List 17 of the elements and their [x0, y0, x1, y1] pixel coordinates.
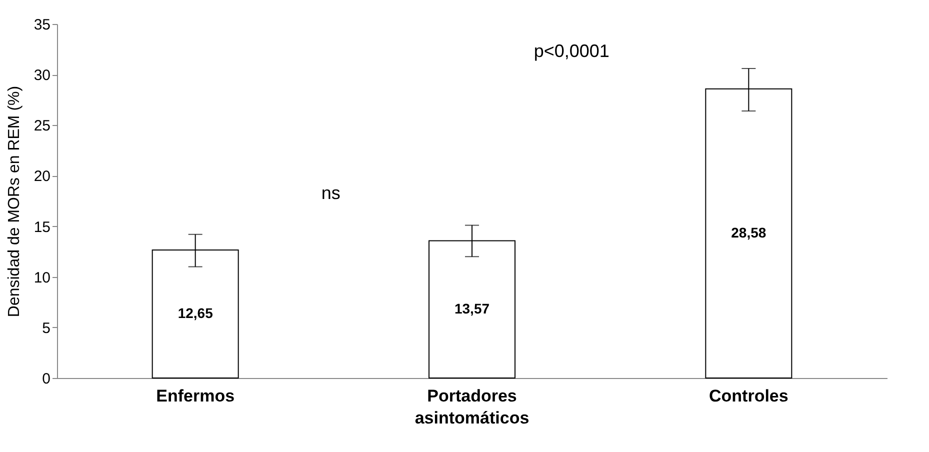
data-label: 28,58 [731, 224, 766, 240]
x-tick-label: Portadores asintomáticos [414, 386, 530, 428]
y-tick-label: 30 [34, 67, 50, 84]
y-tick-label: 0 [42, 370, 50, 388]
x-tick-label: Enfermos [156, 386, 235, 406]
annotation: ns [321, 183, 340, 203]
y-tick-label: 15 [34, 218, 50, 236]
y-tick-label: 25 [34, 118, 50, 135]
y-axis-title: Densidad de MORs en REM (%) [6, 86, 23, 318]
y-tick-label: 35 [34, 16, 50, 34]
annotation: p<0,0001 [534, 41, 610, 61]
y-tick-label: 20 [34, 168, 50, 186]
y-tick-label: 5 [42, 320, 50, 337]
x-tick-label: Controles [708, 386, 788, 406]
data-label: 12,65 [178, 305, 214, 322]
y-tick-label: 10 [34, 269, 50, 286]
data-label: 13,57 [454, 300, 490, 316]
